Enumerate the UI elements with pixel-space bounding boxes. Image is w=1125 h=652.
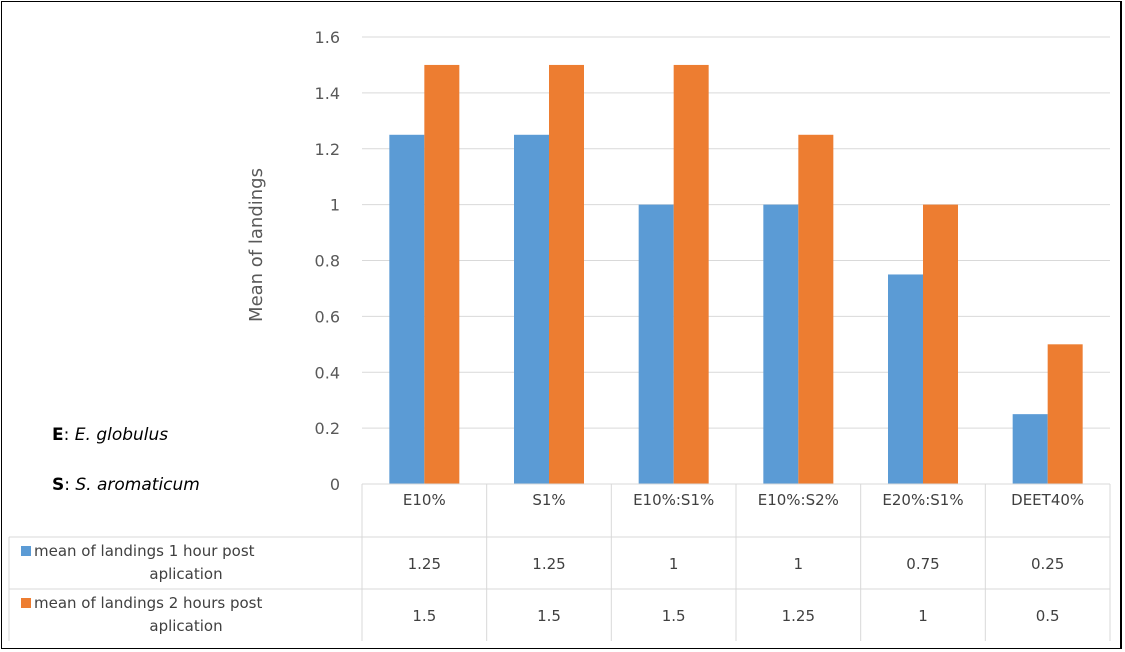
table-cell-value: 1 [669,555,679,573]
y-tick-label: 1.2 [315,140,340,159]
notes: E: E. globulus S: S. aromaticum [52,425,200,495]
y-tick-label: 0 [330,475,340,494]
bar-series-1 [888,274,923,484]
x-tick-label: E10%:S1% [633,491,714,509]
note-e-text: E. globulus [75,425,169,445]
table-cell-value: 0.5 [1036,607,1060,625]
y-tick-label: 1.4 [315,84,340,103]
x-tick-label: DEET40% [1011,491,1084,509]
legend-label: mean of landings 1 hour post [34,542,255,560]
y-tick-label: 0.2 [315,419,340,438]
legend-swatch [21,598,31,608]
bar-series-2 [424,64,460,484]
y-tick-label: 1 [330,196,340,215]
bar-series-2 [1047,344,1083,484]
bars [389,64,1083,484]
note-s-text: S. aromaticum [75,475,199,495]
y-tick-label: 0.6 [315,307,340,326]
bar-series-2 [798,134,834,484]
bar-series-1 [763,204,799,484]
table-cell-value: 1 [794,555,804,573]
table-cell-value: 1.25 [408,555,441,573]
y-axis-ticks: 0 0.2 0.4 0.6 0.8 1 1.2 1.4 1.6 [315,28,340,494]
note-s-sep: : [64,475,75,495]
legend-label: mean of landings 2 hours post [34,594,262,612]
note-e: E: E. globulus [52,425,168,445]
x-tick-label: E10% [403,491,446,509]
y-tick-label: 1.6 [315,28,340,47]
data-table: E10% S1% E10%:S1% E10%:S2% E20%:S1% DEET40% me… [8,483,1111,641]
x-tick-label: S1% [532,491,565,509]
bar-series-1 [514,134,549,484]
bar-series-1 [638,204,674,484]
bar-series-2 [673,64,709,484]
legend-label: aplication [149,617,222,635]
table-cell-value: 1.25 [532,555,565,573]
table-cell-value: 1.25 [782,607,815,625]
y-axis-label: Mean of landings [246,168,267,322]
note-e-sep: : [64,425,75,445]
legend-label: aplication [149,565,222,583]
bar-series-2 [923,204,958,484]
y-tick-label: 0.8 [315,252,340,271]
note-s: S: S. aromaticum [52,475,200,495]
note-e-key: E [52,425,64,445]
table-cell-value: 1.5 [537,607,561,625]
x-tick-label: E10%:S2% [758,491,839,509]
gridlines [362,36,1110,429]
table-cell-value: 0.25 [1031,555,1064,573]
legend-swatch [21,546,31,556]
table-cell-value: 1.5 [412,607,436,625]
bar-series-1 [389,134,425,484]
note-s-key: S [52,475,64,495]
table-cell-value: 1.5 [662,607,686,625]
y-tick-label: 0.4 [315,363,340,382]
x-tick-label: E20%:S1% [882,491,963,509]
bar-series-2 [549,64,584,484]
table-cell-value: 0.75 [906,555,939,573]
bar-series-1 [1012,414,1048,484]
table-cell-value: 1 [918,607,928,625]
